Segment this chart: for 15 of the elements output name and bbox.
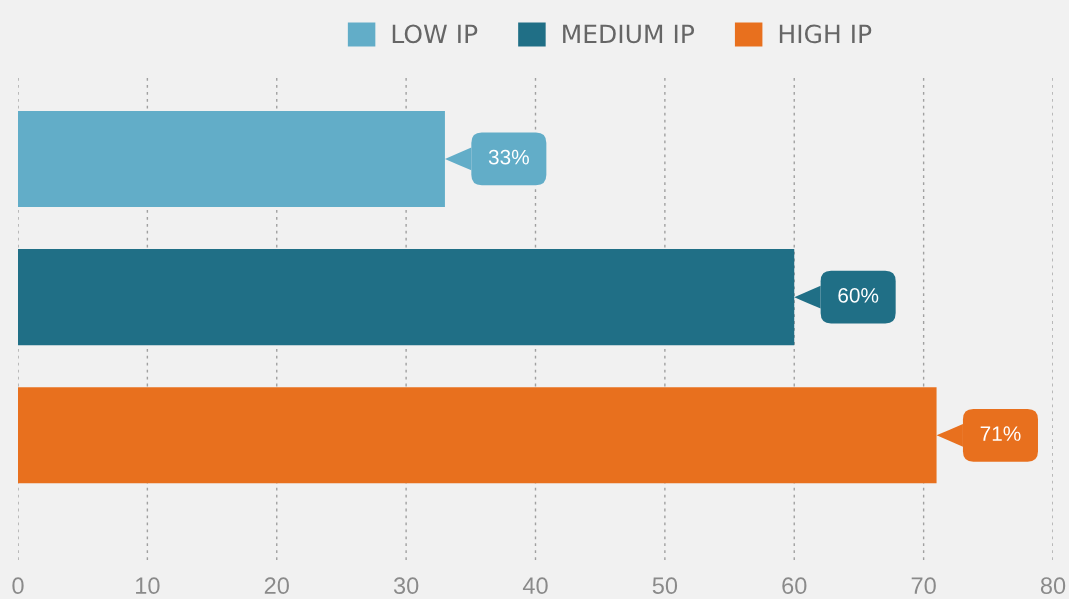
data-label: 71%	[980, 426, 1021, 441]
data-label: 33%	[488, 149, 529, 165]
x-tick-label: 50	[652, 577, 678, 595]
x-tick-label: 70	[911, 577, 936, 595]
x-tick-label: 20	[264, 577, 289, 595]
x-tick-label: 10	[136, 577, 160, 595]
legend-label: MEDIUM IP	[563, 24, 695, 44]
x-tick-label: 30	[393, 577, 419, 595]
x-tick-label: 60	[782, 577, 807, 595]
x-tick-label: 40	[522, 577, 548, 595]
x-tick-label: 80	[1040, 577, 1066, 595]
x-tick-label: 0	[12, 577, 24, 595]
legend-label: HIGH IP	[779, 24, 872, 44]
data-label: 60%	[838, 287, 879, 303]
legend-label: LOW IP	[392, 24, 478, 44]
